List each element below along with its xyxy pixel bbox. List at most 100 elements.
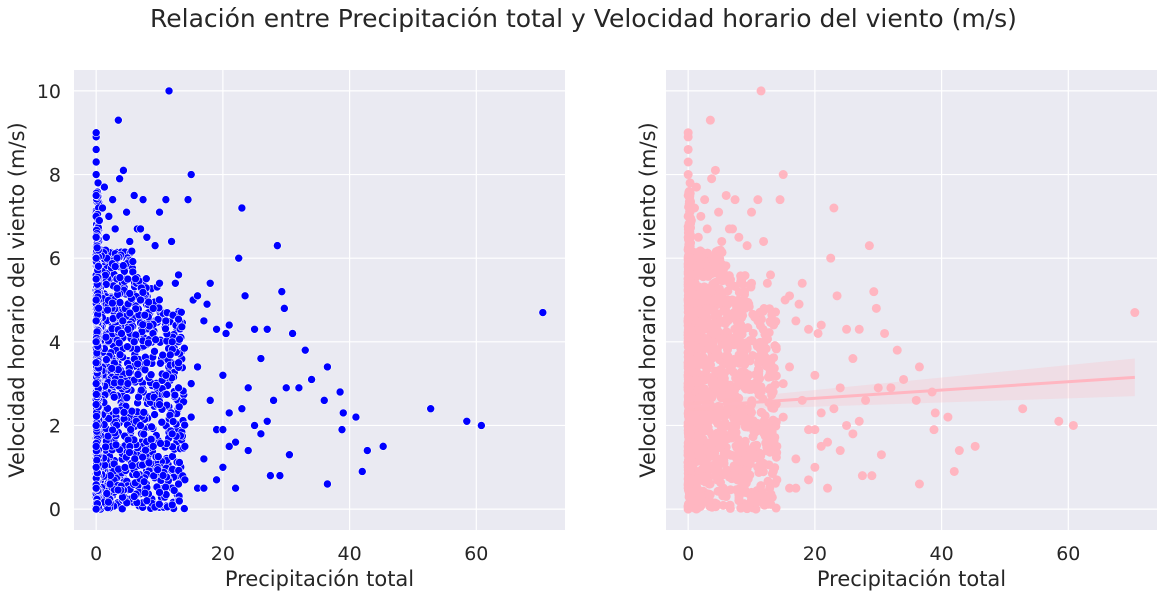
left-data-point: [136, 421, 145, 430]
right-data-point: [698, 375, 708, 385]
left-data-point: [175, 458, 184, 467]
right-data-point: [714, 207, 724, 217]
right-data-point: [713, 246, 723, 256]
right-data-point: [683, 441, 693, 451]
left-data-point: [357, 467, 367, 476]
right-data-point: [854, 416, 864, 426]
right-data-point: [759, 500, 769, 510]
right-x-tick-label: 0: [682, 543, 694, 565]
left-data-point: [202, 299, 212, 309]
left-data-point: [199, 454, 209, 464]
left-data-point: [307, 375, 316, 384]
right-data-point: [768, 466, 778, 476]
right-data-point: [734, 232, 744, 242]
right-data-point: [823, 483, 833, 493]
left-data-point: [125, 308, 135, 318]
left-data-point: [155, 207, 164, 217]
left-data-point: [119, 408, 129, 417]
left-data-point: [256, 429, 266, 439]
right-data-point: [740, 441, 750, 451]
left-data-point: [323, 479, 332, 489]
right-data-point: [710, 165, 720, 175]
left-data-point: [91, 274, 101, 284]
left-data-point: [132, 470, 141, 479]
left-data-point: [180, 475, 190, 485]
right-data-point: [700, 195, 710, 205]
left-data-point: [171, 278, 180, 288]
right-data-point: [835, 383, 845, 393]
right-data-point: [708, 279, 718, 289]
left-data-point: [174, 358, 183, 368]
left-data-point: [138, 288, 148, 297]
right-data-point: [716, 297, 726, 307]
left-data-point: [131, 274, 140, 284]
right-data-point: [842, 324, 852, 334]
right-data-point: [848, 429, 858, 439]
left-data-point: [155, 499, 164, 509]
right-data-point: [683, 483, 693, 493]
right-data-point: [717, 236, 727, 246]
right-data-point: [730, 195, 740, 205]
left-data-point: [91, 170, 101, 179]
left-data-point: [140, 310, 150, 320]
right-data-point: [766, 499, 776, 509]
right-data-point: [740, 303, 750, 313]
left-data-point: [167, 500, 177, 510]
right-data-point: [683, 253, 693, 263]
left-data-point: [153, 452, 163, 461]
left-y-tick-label: 8: [49, 165, 61, 187]
left-data-point: [277, 287, 287, 296]
right-data-point: [886, 383, 896, 393]
right-data-point: [869, 287, 879, 297]
right-data-point: [797, 278, 807, 288]
left-data-point: [167, 429, 177, 439]
right-data-point: [775, 195, 785, 205]
left-data-point: [138, 195, 148, 204]
right-data-point: [724, 271, 734, 281]
left-data-point: [180, 420, 189, 430]
left-y-tick-label: 0: [49, 499, 61, 521]
left-data-point: [161, 324, 170, 334]
right-data-point: [757, 490, 767, 500]
left-data-point: [129, 492, 139, 501]
left-data-point: [212, 324, 221, 334]
right-data-point: [704, 438, 714, 448]
left-data-point: [114, 115, 123, 125]
right-data-point: [759, 236, 769, 246]
right-data-point: [683, 462, 693, 472]
right-data-point: [710, 470, 720, 480]
right-data-point: [715, 478, 725, 488]
left-data-point: [153, 465, 162, 474]
right-data-point: [714, 458, 724, 468]
left-data-point: [144, 297, 153, 307]
left-data-point: [111, 440, 121, 450]
left-data-point: [167, 237, 176, 246]
right-data-point: [770, 341, 780, 351]
left-data-point: [174, 479, 183, 489]
right-data-point: [1130, 308, 1140, 318]
right-data-point: [949, 466, 959, 476]
left-data-point: [94, 303, 103, 313]
right-data-point: [693, 232, 703, 242]
right-data-point: [695, 252, 705, 262]
left-data-point: [250, 421, 259, 430]
right-data-point: [686, 216, 696, 226]
right-x-tick-label: 40: [929, 543, 953, 565]
left-data-point: [175, 496, 184, 506]
right-data-point: [684, 324, 694, 334]
right-data-point: [749, 441, 759, 451]
right-data-point: [873, 383, 883, 393]
right-data-point: [710, 448, 720, 458]
right-data-point: [943, 412, 953, 422]
right-regression-panel: 0 20 40 60 Precipitación total Velocidad hora…: [636, 70, 1157, 591]
right-data-point: [766, 383, 776, 393]
right-data-point: [766, 270, 776, 280]
right-data-point: [759, 416, 769, 426]
left-data-point: [118, 261, 128, 270]
left-data-point: [94, 262, 103, 271]
left-data-point: [281, 383, 291, 393]
right-data-point: [694, 317, 704, 327]
right-x-axis-label: Precipitación total: [817, 567, 1006, 591]
left-data-point: [140, 488, 150, 498]
left-data-point: [155, 278, 164, 288]
